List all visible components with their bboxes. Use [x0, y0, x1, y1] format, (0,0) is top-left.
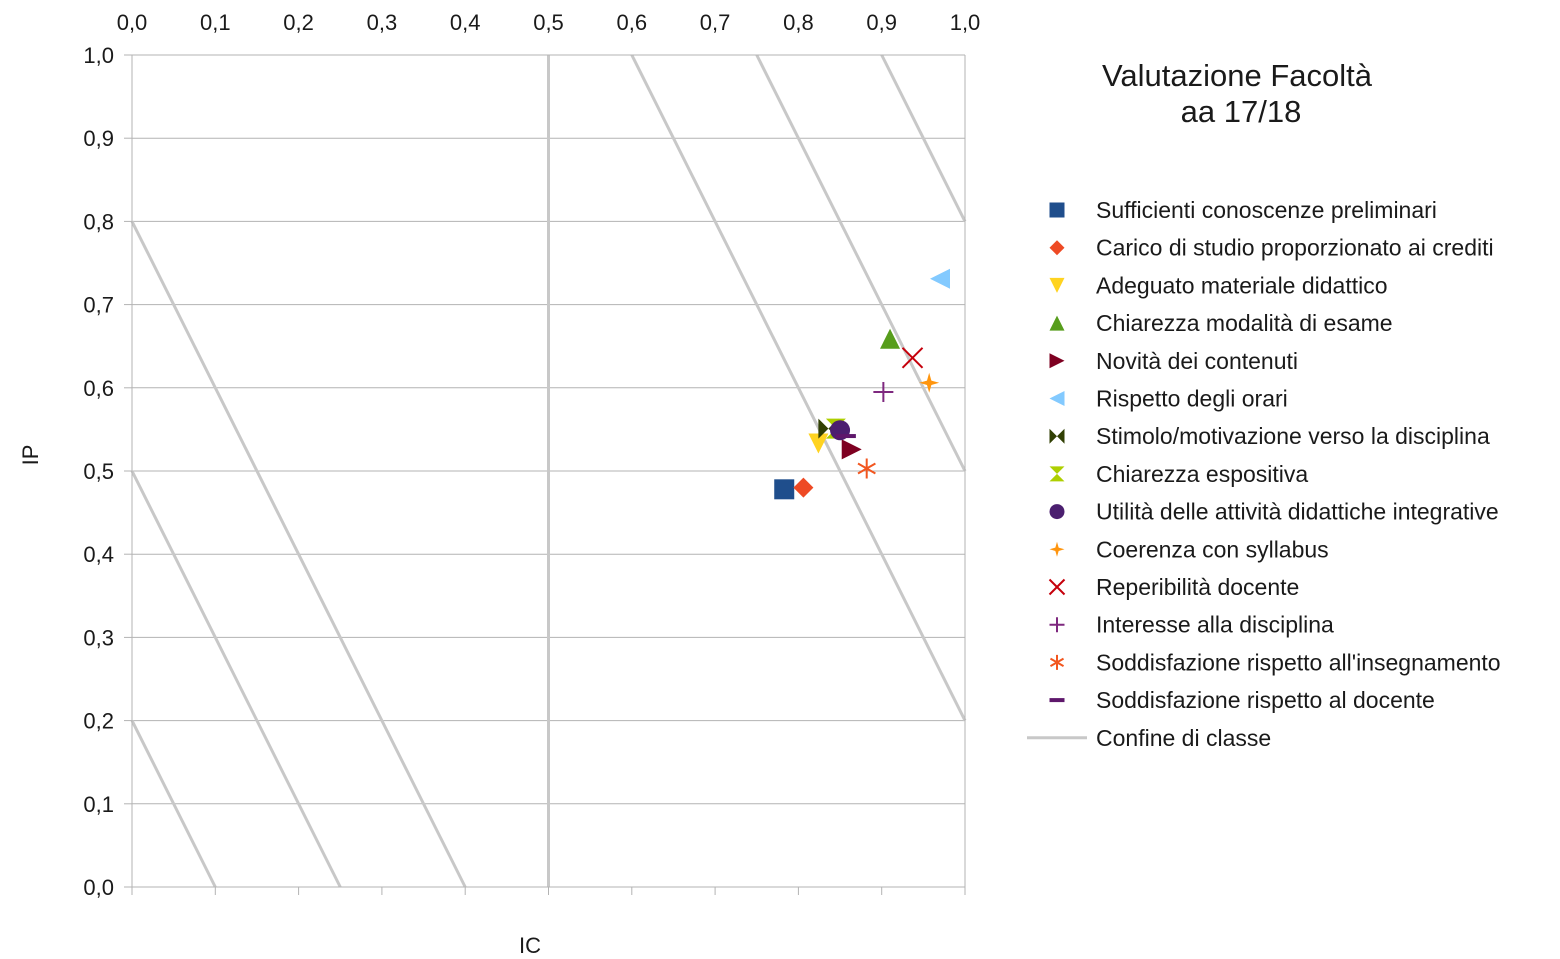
legend-label: Interesse alla disciplina	[1096, 612, 1334, 638]
y-tick-label: 0,0	[83, 875, 114, 900]
chart-title: Valutazione Facoltà	[1102, 58, 1373, 93]
legend-swatch	[1049, 617, 1065, 633]
y-tick-label: 0,4	[83, 542, 114, 567]
y-tick-label: 0,7	[83, 293, 114, 318]
class-boundary-lines	[130, 54, 967, 888]
legend-label: Utilità delle attività didattiche integr…	[1096, 499, 1499, 525]
legend-label: Reperibilità docente	[1096, 574, 1299, 600]
y-tick-label: 1,0	[83, 43, 114, 68]
legend-swatch	[1049, 698, 1065, 703]
legend-swatch	[1049, 466, 1065, 482]
legend: Sufficienti conoscenze preliminari Carico…	[1027, 197, 1501, 751]
legend-label: Stimolo/motivazione verso la disciplina	[1096, 423, 1490, 449]
y-axis-title: IP	[18, 445, 43, 466]
chart-subtitle: aa 17/18	[1181, 94, 1302, 129]
data-point	[873, 381, 894, 402]
legend-swatch	[1049, 277, 1065, 293]
class-boundary-line	[755, 54, 967, 472]
data-points	[774, 268, 951, 500]
legend-swatch	[1049, 504, 1065, 520]
legend-swatch	[1049, 353, 1065, 369]
data-point	[880, 328, 901, 349]
x-tick-label: 0,2	[283, 10, 314, 35]
legend-swatch	[1049, 202, 1065, 218]
y-tick-label: 0,3	[83, 625, 114, 650]
x-axis-title: IC	[519, 933, 541, 958]
legend-label: Chiarezza modalità di esame	[1096, 310, 1393, 336]
y-tick-label: 0,2	[83, 709, 114, 734]
x-tick-label: 1,0	[950, 10, 981, 35]
legend-swatch	[1049, 654, 1065, 670]
legend-label: Soddisfazione rispetto all'insegnamento	[1096, 649, 1501, 675]
legend-label: Coerenza con syllabus	[1096, 536, 1329, 562]
legend-swatch	[1049, 428, 1065, 444]
axis-ticks: 0,00,10,20,30,40,50,60,70,80,91,00,0 0,1 0…	[83, 10, 980, 900]
data-point	[857, 458, 876, 479]
x-tick-label: 0,9	[866, 10, 897, 35]
x-tick-label: 0,8	[783, 10, 814, 35]
class-boundary-line	[630, 54, 967, 722]
x-tick-label: 0,3	[367, 10, 398, 35]
y-tick-label: 0,6	[83, 376, 114, 401]
x-tick-label: 0,4	[450, 10, 481, 35]
class-boundary-line	[880, 54, 967, 223]
legend-swatch	[1049, 541, 1065, 557]
legend-swatch	[1049, 315, 1065, 331]
legend-label: Chiarezza espositiva	[1096, 461, 1308, 487]
class-boundary-line	[130, 719, 217, 888]
legend-label: Novità dei contenuti	[1096, 348, 1298, 374]
data-point	[901, 347, 924, 369]
legend-label: Sufficienti conoscenze preliminari	[1096, 197, 1437, 223]
legend-label: Rispetto degli orari	[1096, 386, 1288, 412]
legend-label: Confine di classe	[1096, 725, 1271, 751]
data-point	[808, 433, 829, 454]
x-tick-label: 0,0	[117, 10, 148, 35]
data-point	[835, 434, 856, 439]
x-tick-label: 0,1	[200, 10, 231, 35]
legend-swatch	[1049, 391, 1065, 406]
data-point	[930, 268, 951, 289]
legend-label: Soddisfazione rispetto al docente	[1096, 687, 1435, 713]
class-boundary-line	[130, 220, 467, 888]
y-tick-label: 0,1	[83, 792, 114, 817]
data-point	[793, 477, 814, 498]
legend-swatch	[1048, 578, 1066, 596]
y-tick-label: 0,9	[83, 126, 114, 151]
legend-swatch	[1049, 240, 1065, 256]
x-tick-label: 0,5	[533, 10, 564, 35]
y-tick-label: 0,8	[83, 209, 114, 234]
x-tick-label: 0,6	[617, 10, 648, 35]
legend-label: Carico di studio proporzionato ai credit…	[1096, 235, 1494, 261]
data-point	[774, 479, 795, 500]
class-boundary-line	[130, 470, 342, 888]
data-point	[841, 439, 862, 460]
x-tick-label: 0,7	[700, 10, 731, 35]
data-point	[919, 372, 940, 393]
legend-label: Adeguato materiale didattico	[1096, 272, 1388, 298]
y-tick-label: 0,5	[83, 459, 114, 484]
